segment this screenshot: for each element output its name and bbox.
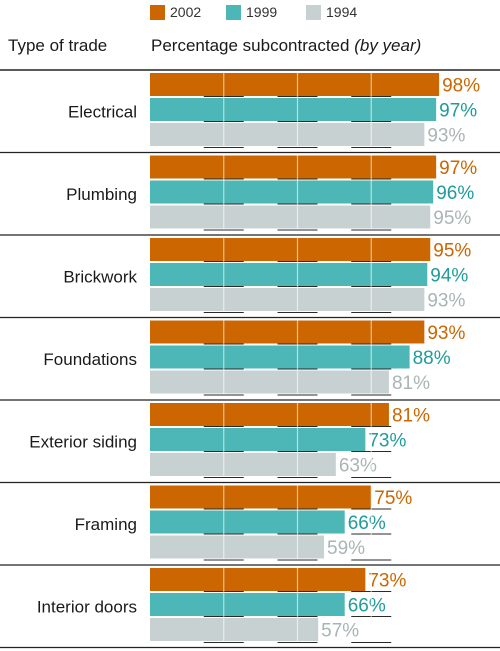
category-label: Brickwork [63,267,137,286]
value-label-1999: 88% [413,348,451,369]
header-percentage-main: Percentage subcontracted [151,36,350,55]
value-label-1994: 59% [327,538,365,559]
value-label-1994: 81% [392,373,430,394]
bar-1994 [150,618,319,641]
value-label-2002: 75% [374,488,412,509]
bar-1999 [150,593,345,616]
legend-label: 1999 [246,4,278,20]
category-label: Interior doors [37,597,137,616]
category-label: Electrical [68,102,137,121]
bar-1999 [150,510,345,534]
bar-1999 [150,428,366,451]
value-label-1994: 57% [321,621,359,642]
category-label: Framing [75,515,137,534]
bar-2002 [150,238,431,261]
header-type-of-trade: Type of trade [8,36,108,55]
bar-2002 [150,320,425,344]
value-label-1999: 66% [348,596,386,617]
value-label-2002: 93% [427,323,465,344]
bar-1994 [150,453,336,476]
value-label-1999: 94% [430,266,468,287]
category-label: Exterior siding [29,432,137,451]
value-label-2002: 73% [368,571,406,592]
bar-2002 [150,568,366,591]
value-label-1999: 96% [436,183,474,204]
value-label-2002: 98% [442,76,480,97]
bar-1999 [150,263,428,286]
bar-1999 [150,345,410,369]
header-percentage-suffix: (by year) [354,36,422,55]
bar-2002 [150,485,372,509]
legend-swatch [150,5,165,20]
bar-1999 [150,98,437,121]
legend: 2002 1999 1994 [0,0,500,26]
legend-label: 1994 [326,4,358,20]
value-label-1994: 93% [427,291,465,312]
bar-1994 [150,535,325,559]
value-label-1994: 93% [427,126,465,147]
legend-swatch [226,5,241,20]
bar-1994 [150,123,425,146]
value-label-1994: 63% [339,456,377,477]
bar-2002 [150,73,440,96]
value-label-1999: 66% [348,513,386,534]
value-label-1999: 73% [368,431,406,452]
bar-1994 [150,288,425,311]
value-label-1999: 97% [439,101,477,122]
value-label-2002: 81% [392,406,430,427]
value-label-2002: 97% [439,158,477,179]
legend-swatch [306,5,321,20]
legend-label: 2002 [170,4,202,20]
bar-1994 [150,370,389,394]
value-label-2002: 95% [433,241,471,262]
bar-2002 [150,155,437,179]
value-label-1994: 95% [433,208,471,229]
category-label: Foundations [43,350,137,369]
bar-1994 [150,205,431,229]
bar-2002 [150,403,389,426]
bar-1999 [150,180,434,204]
category-label: Plumbing [66,185,137,204]
header-percentage: Percentage subcontracted (by year) [151,36,421,56]
